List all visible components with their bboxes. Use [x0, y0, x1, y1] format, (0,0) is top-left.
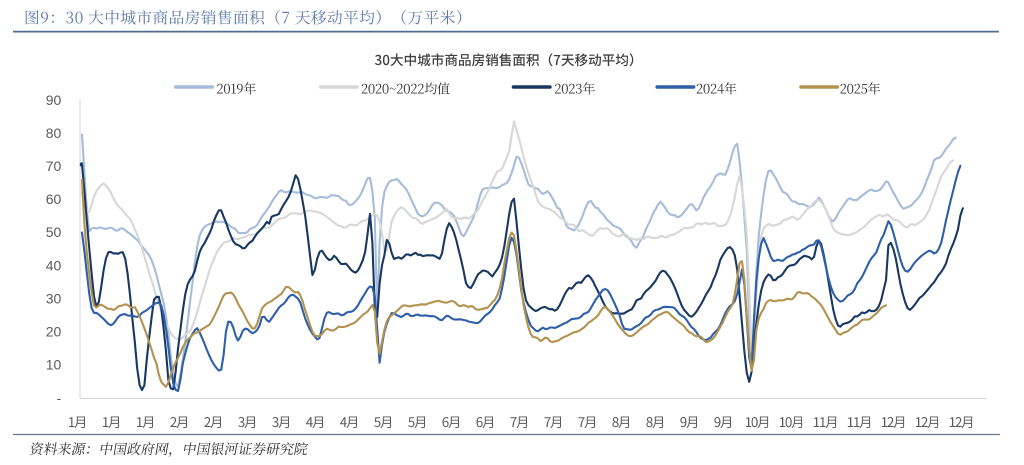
svg-text:60: 60: [46, 191, 62, 207]
svg-text:10: 10: [46, 357, 62, 373]
svg-text:40: 40: [46, 257, 62, 273]
svg-text:30: 30: [46, 291, 62, 307]
svg-text:-: -: [57, 390, 62, 406]
svg-text:20: 20: [46, 324, 62, 340]
svg-text:70: 70: [46, 158, 62, 174]
svg-text:80: 80: [46, 125, 62, 141]
svg-text:50: 50: [46, 224, 62, 240]
svg-text:90: 90: [46, 92, 62, 108]
